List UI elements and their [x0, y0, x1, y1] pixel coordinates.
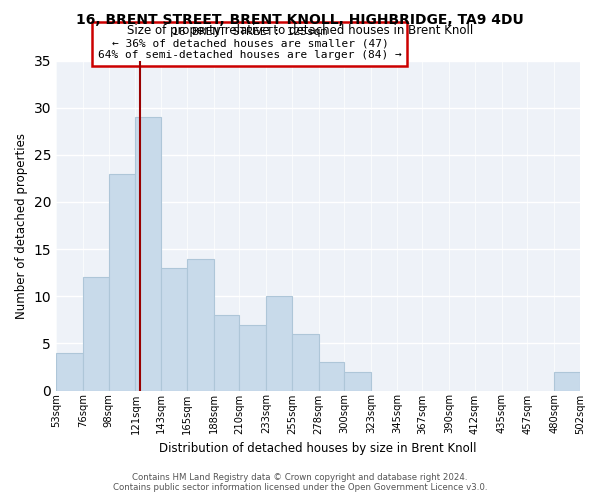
- X-axis label: Distribution of detached houses by size in Brent Knoll: Distribution of detached houses by size …: [159, 442, 477, 455]
- Text: Contains HM Land Registry data © Crown copyright and database right 2024.
Contai: Contains HM Land Registry data © Crown c…: [113, 473, 487, 492]
- Bar: [554, 372, 580, 390]
- Bar: [161, 268, 187, 390]
- Bar: [136, 117, 161, 390]
- Text: Size of property relative to detached houses in Brent Knoll: Size of property relative to detached ho…: [127, 24, 473, 37]
- Bar: [187, 258, 214, 390]
- Bar: [266, 296, 292, 390]
- Bar: [83, 278, 109, 390]
- Y-axis label: Number of detached properties: Number of detached properties: [15, 132, 28, 318]
- Bar: [214, 315, 239, 390]
- Bar: [56, 353, 83, 391]
- Text: 16, BRENT STREET, BRENT KNOLL, HIGHBRIDGE, TA9 4DU: 16, BRENT STREET, BRENT KNOLL, HIGHBRIDG…: [76, 12, 524, 26]
- Bar: [319, 362, 344, 390]
- Bar: [292, 334, 319, 390]
- Text: 16 BRENT STREET: 125sqm
← 36% of detached houses are smaller (47)
64% of semi-de: 16 BRENT STREET: 125sqm ← 36% of detache…: [98, 28, 402, 60]
- Bar: [109, 174, 136, 390]
- Bar: [344, 372, 371, 390]
- Bar: [239, 324, 266, 390]
